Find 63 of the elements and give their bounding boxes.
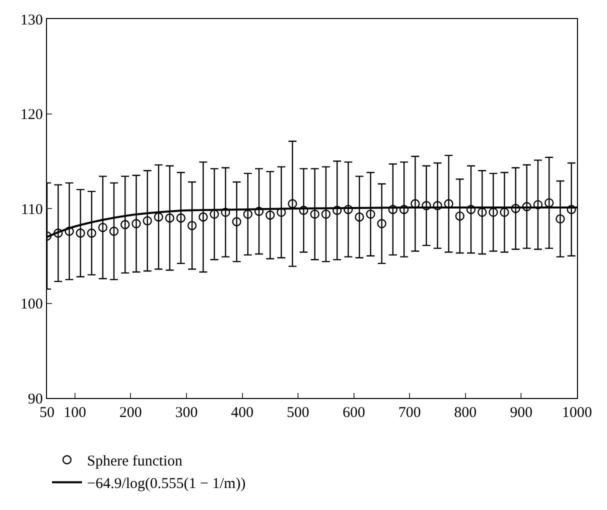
y-tick-label: 110 [20,202,43,218]
point [321,210,331,219]
x-tick-label: 900 [510,405,532,422]
point [388,204,398,214]
point [210,210,219,219]
point [87,228,96,238]
x-tick-label: 600 [342,405,366,422]
x-tick-label: 200 [119,405,142,422]
point [165,213,174,223]
point [466,204,476,214]
legend-label: −64.9/log(0.555(1 − 1/m)) [87,476,246,492]
point [332,206,342,215]
point [533,200,543,210]
point [354,212,364,222]
point [366,210,376,219]
point [399,204,409,214]
y-tick-label: 100 [20,296,43,312]
point [511,204,520,214]
point [310,210,320,219]
y-tick-label: 120 [20,107,43,123]
point [266,210,275,220]
point [488,208,498,217]
point [154,212,164,222]
point [120,220,130,230]
point [243,210,252,219]
point [544,198,554,208]
x-tick-label: 500 [286,405,310,422]
x-tick-label: 800 [454,405,477,422]
y-tick-label: 130 [20,12,43,28]
point [142,216,152,226]
point [455,211,464,221]
point [176,213,186,223]
point [288,199,298,208]
point [276,208,286,217]
point [76,228,86,238]
legend-label: Sphere function [87,454,183,470]
point [299,206,308,215]
point [522,202,532,212]
x-tick-label: 1000 [562,405,592,422]
x-tick-label: 50 [40,405,54,422]
x-tick-label: 300 [175,405,198,422]
point [432,201,442,210]
point [98,222,108,232]
point [132,219,141,228]
point [64,226,74,236]
point [500,208,510,217]
point [109,226,119,236]
point [344,204,353,214]
point [478,208,487,217]
point [198,212,208,222]
point [422,201,431,210]
x-tick-label: 400 [231,405,254,422]
point [566,204,576,214]
x-tick-label: 100 [64,405,86,422]
point [556,214,565,224]
point [254,206,264,216]
point [232,217,242,226]
point [377,219,386,228]
point [220,208,230,217]
x-tick-label: 700 [398,405,421,422]
point [54,228,63,238]
point [187,220,197,230]
y-tick-label: 90 [28,391,43,408]
